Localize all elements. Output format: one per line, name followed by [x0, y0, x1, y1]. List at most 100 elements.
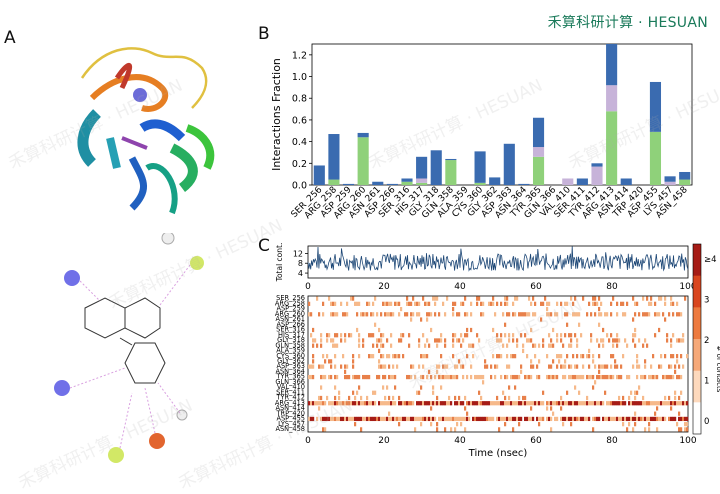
heat-cell [562, 343, 565, 348]
heat-cell [316, 401, 319, 406]
heat-cell [610, 416, 613, 422]
heat-cell [642, 374, 645, 380]
heat-cell [656, 312, 659, 317]
heat-cell [386, 312, 389, 317]
heat-cell [312, 338, 315, 343]
heat-cell [432, 296, 435, 301]
heat-cell [510, 374, 513, 380]
heat-cell [558, 401, 561, 406]
heat-cell [352, 374, 355, 380]
colorbar-segment [693, 339, 701, 372]
heat-cell [434, 338, 437, 343]
heat-cell [510, 354, 513, 359]
heat-cell [684, 401, 687, 406]
heat-cell [658, 416, 661, 422]
bar-hbond [474, 151, 486, 183]
heat-cell [338, 401, 341, 406]
heat-cell [536, 364, 539, 369]
heat-cell [566, 354, 569, 359]
heat-cell [380, 354, 383, 359]
heat-cell [598, 401, 601, 406]
heat-cell [496, 395, 499, 401]
heat-cell [632, 401, 635, 406]
heat-cell [376, 338, 379, 343]
heat-cell [344, 333, 347, 338]
heat-cell [644, 401, 647, 406]
heat-cell [626, 343, 629, 348]
heat-cell [616, 416, 619, 422]
heat-cell [572, 312, 575, 317]
heat-cell [596, 374, 599, 380]
heat-cell [482, 416, 485, 422]
heat-cell [680, 390, 683, 395]
heat-cell [322, 354, 325, 359]
heat-cell [464, 427, 467, 432]
heat-cell [496, 333, 499, 338]
heat-cell [622, 416, 625, 422]
heat-cell [418, 343, 421, 348]
heat-cell [458, 338, 461, 343]
heat-cell [400, 338, 403, 343]
heat-cell [444, 364, 447, 369]
heat-cell [656, 416, 659, 422]
heat-cell [446, 416, 449, 422]
heat-cell [566, 416, 569, 422]
heat-cell [316, 343, 319, 348]
heat-cell [674, 401, 677, 406]
heat-cell [362, 416, 365, 422]
heat-cell [618, 338, 621, 343]
heat-cell [508, 338, 511, 343]
heat-cell [686, 416, 689, 422]
heat-cell [448, 395, 451, 401]
heat-cell [470, 301, 473, 306]
heat-cell [368, 374, 371, 380]
heat-cell [648, 301, 651, 306]
heat-cell [338, 390, 341, 395]
heat-cell [680, 354, 683, 359]
heat-cell [598, 296, 601, 301]
timeline-frame [307, 245, 689, 279]
heat-cell [508, 333, 511, 338]
heat-cell [346, 416, 349, 422]
heat-cell [368, 333, 371, 338]
heat-cell [410, 416, 413, 422]
heat-cell [436, 343, 439, 348]
heat-cell [418, 338, 421, 343]
heat-cell [642, 416, 645, 422]
bar-hbond [679, 171, 691, 180]
heat-cell [616, 374, 619, 380]
heat-cell [650, 301, 653, 306]
heat-cell [444, 343, 447, 348]
heat-cell [488, 401, 491, 406]
heat-cell [372, 390, 375, 395]
heat-cell [394, 416, 397, 422]
heat-cell [354, 416, 357, 422]
heat-cell [624, 312, 627, 317]
heat-cell [614, 401, 617, 406]
heat-cell [574, 374, 577, 380]
heat-cell [592, 427, 595, 432]
heat-cell [582, 416, 585, 422]
heat-cell [686, 401, 689, 406]
heat-cell [346, 312, 349, 317]
heat-cell [538, 343, 541, 348]
heat-cell [330, 338, 333, 343]
heat-cell [620, 301, 623, 306]
heat-cell [334, 343, 337, 348]
bar-hbond [430, 150, 442, 185]
heat-cell [464, 416, 467, 422]
heat-cell [364, 401, 367, 406]
heat-cell [424, 354, 427, 359]
heat-cell [382, 333, 385, 338]
heat-cell [410, 401, 413, 406]
heat-cell [668, 416, 671, 422]
heat-cell [462, 416, 465, 422]
heat-cell [426, 401, 429, 406]
heat-cell [512, 427, 515, 432]
heat-cell [336, 312, 339, 317]
heat-cell [422, 401, 425, 406]
heat-cell [478, 374, 481, 380]
row-label: ARG_258 [275, 299, 305, 307]
heat-cell [594, 364, 597, 369]
heat-cell [504, 422, 507, 427]
